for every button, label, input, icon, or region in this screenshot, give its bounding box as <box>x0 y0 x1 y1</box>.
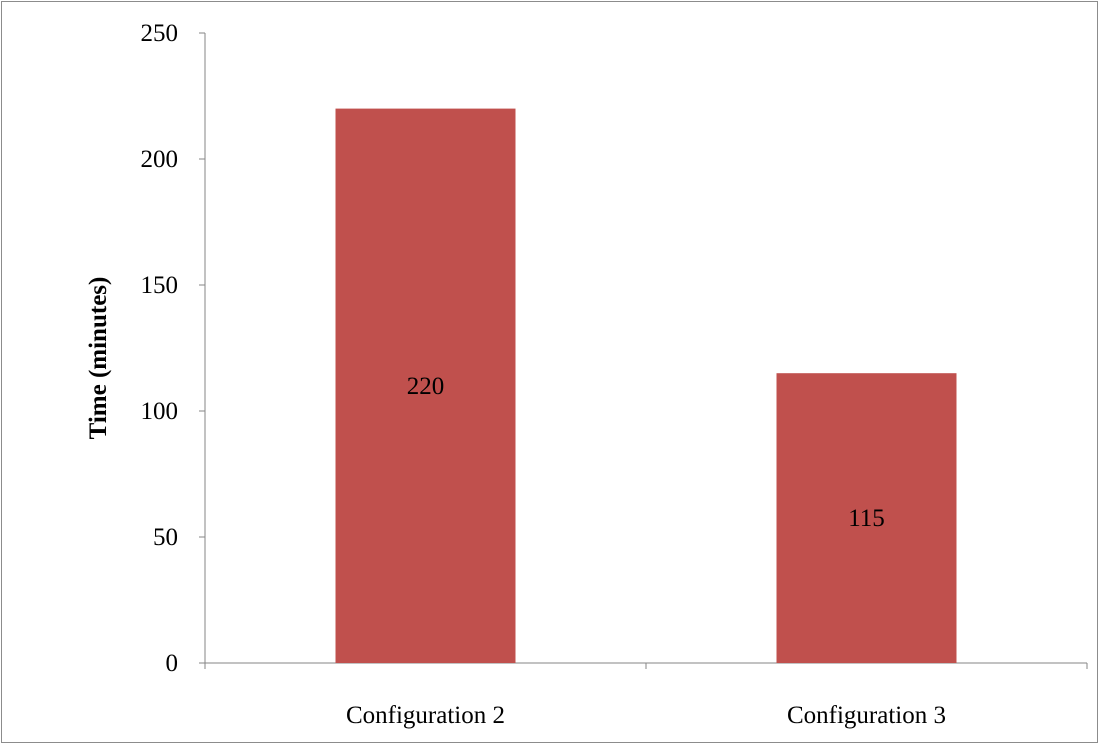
y-axis-title: Time (minutes) <box>85 277 112 440</box>
y-tick-label: 250 <box>141 20 179 47</box>
data-label: 115 <box>848 505 885 532</box>
x-category-label: Configuration 2 <box>346 702 505 729</box>
x-category-label: Configuration 3 <box>787 702 946 729</box>
y-tick-label: 200 <box>141 146 179 173</box>
data-label: 220 <box>407 373 445 400</box>
x-axis: Configuration 2 Configuration 3 <box>204 662 1088 729</box>
bar <box>776 373 957 663</box>
bars: 220 115 <box>335 108 957 664</box>
y-axis: 0 50 100 150 200 250 <box>141 20 206 677</box>
y-tick-label: 150 <box>141 272 179 299</box>
y-tick-label: 50 <box>153 524 178 551</box>
y-tick-label: 100 <box>141 398 179 425</box>
bar <box>335 108 516 664</box>
y-tick-label: 0 <box>166 650 179 677</box>
